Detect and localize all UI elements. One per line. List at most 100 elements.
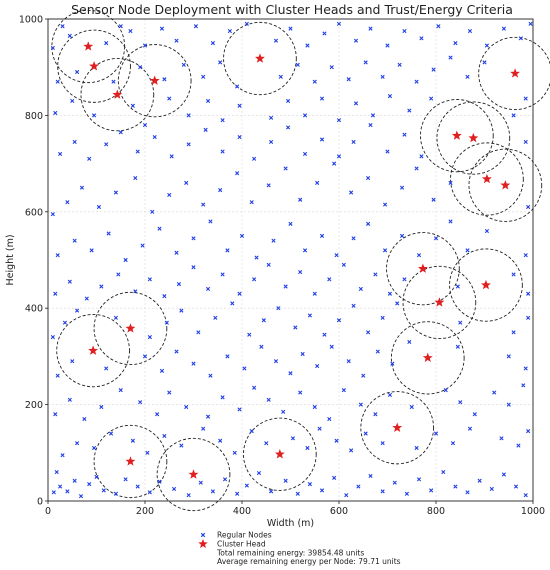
legend-head-label: Cluster Head [217, 540, 266, 549]
regular-node-point [385, 149, 390, 154]
regular-node-point [353, 101, 359, 106]
regular-node-point [523, 253, 528, 258]
regular-node-point [157, 226, 162, 231]
regular-node-point [368, 473, 373, 479]
regular-node-point [269, 489, 274, 494]
regular-node-point [201, 74, 206, 79]
cluster-range-circle [80, 58, 155, 132]
regular-node-point [58, 151, 63, 157]
regular-node-point [455, 284, 460, 289]
regular-node-point [482, 60, 487, 65]
regular-node-point [50, 45, 55, 51]
regular-node-point [305, 445, 310, 451]
regular-node-point [130, 438, 135, 443]
regular-node-point [327, 416, 332, 422]
regular-node-point [167, 390, 172, 395]
y-tick-label: 200 [25, 400, 43, 411]
regular-node-point [319, 233, 325, 238]
regular-node-point [244, 483, 249, 488]
cluster-head-point [500, 180, 511, 190]
cluster-range-circle [156, 437, 231, 512]
regular-node-point [230, 301, 235, 306]
regular-node-point [249, 429, 254, 434]
regular-node-point [285, 98, 291, 104]
regular-node-point [72, 238, 77, 243]
regular-node-point [237, 407, 242, 412]
legend: Regular Nodes Cluster Head Total remaini… [198, 531, 401, 566]
regular-node-point [186, 142, 191, 147]
cluster-head-point [392, 422, 403, 432]
regular-node-point [104, 366, 109, 371]
regular-node-point [363, 60, 368, 65]
x-axis-ticks: 0 200 400 600 800 1000 [45, 501, 545, 517]
regular-node-point [392, 480, 397, 485]
regular-node-point [167, 96, 172, 101]
regular-node-point [184, 180, 189, 185]
x-tick-label: 1000 [521, 506, 545, 517]
regular-node-point [269, 139, 274, 144]
regular-node-point [67, 397, 72, 402]
regular-node-point [174, 38, 179, 43]
regular-node-point [281, 409, 286, 414]
regular-node-point [264, 441, 269, 446]
regular-node-point [113, 491, 118, 496]
regular-node-point [75, 69, 80, 75]
regular-node-point [312, 404, 317, 410]
legend-regular-label: Regular Nodes [217, 531, 272, 540]
regular-node-point [472, 412, 477, 417]
regular-node-point [51, 490, 56, 495]
regular-node-point [307, 313, 312, 318]
cluster-head-point [112, 89, 123, 99]
regular-node-point [70, 98, 75, 104]
regular-node-point [96, 204, 102, 210]
regular-node-point [205, 414, 211, 419]
regular-node-point [399, 233, 405, 238]
regular-node-point [312, 291, 317, 296]
regular-node-point [397, 62, 402, 67]
regular-node-point [147, 277, 152, 282]
regular-node-point [523, 493, 528, 498]
cluster-heads-series [83, 41, 520, 479]
regular-node-point [172, 486, 177, 492]
regular-node-point [465, 74, 470, 79]
regular-node-point [448, 219, 453, 224]
regular-node-point [91, 113, 97, 118]
regular-node-point [523, 366, 528, 371]
regular-node-point [433, 431, 439, 436]
regular-node-point [150, 209, 155, 214]
regular-node-point [526, 315, 531, 320]
regular-node-point [467, 426, 473, 431]
regular-node-point [387, 94, 393, 99]
y-axis-label: Height (m) [5, 234, 16, 285]
regular-node-point [358, 402, 363, 407]
regular-node-point [218, 188, 223, 193]
regular-node-point [315, 180, 320, 185]
regular-node-point [526, 204, 531, 210]
regular-node-point [118, 388, 123, 393]
cluster-head-point [481, 173, 492, 184]
regular-node-point [269, 115, 274, 120]
cluster-head-point [510, 68, 520, 78]
regular-node-point [164, 320, 169, 325]
regular-node-point [361, 373, 366, 378]
regular-node-point [67, 279, 72, 284]
chart-title: Sensor Node Deployment with Cluster Head… [71, 2, 513, 17]
regular-node-point [198, 480, 203, 485]
cluster-range-circle [117, 44, 192, 118]
regular-node-point [196, 330, 201, 335]
cluster-ranges [51, 9, 550, 512]
regular-node-point [210, 41, 215, 46]
regular-node-point [429, 96, 434, 101]
regular-node-point [142, 122, 148, 128]
regular-node-point [501, 26, 506, 31]
regular-node-point [341, 262, 346, 267]
regular-node-point [298, 390, 303, 395]
regular-node-point [298, 197, 303, 202]
regular-node-point [375, 349, 380, 354]
regular-node-point [65, 489, 70, 494]
regular-node-point [492, 390, 497, 395]
regular-node-point [235, 171, 240, 176]
y-axis-ticks: 0 200 400 600 800 1000 [19, 15, 48, 508]
regular-node-point [162, 294, 167, 299]
regular-node-point [116, 272, 121, 277]
